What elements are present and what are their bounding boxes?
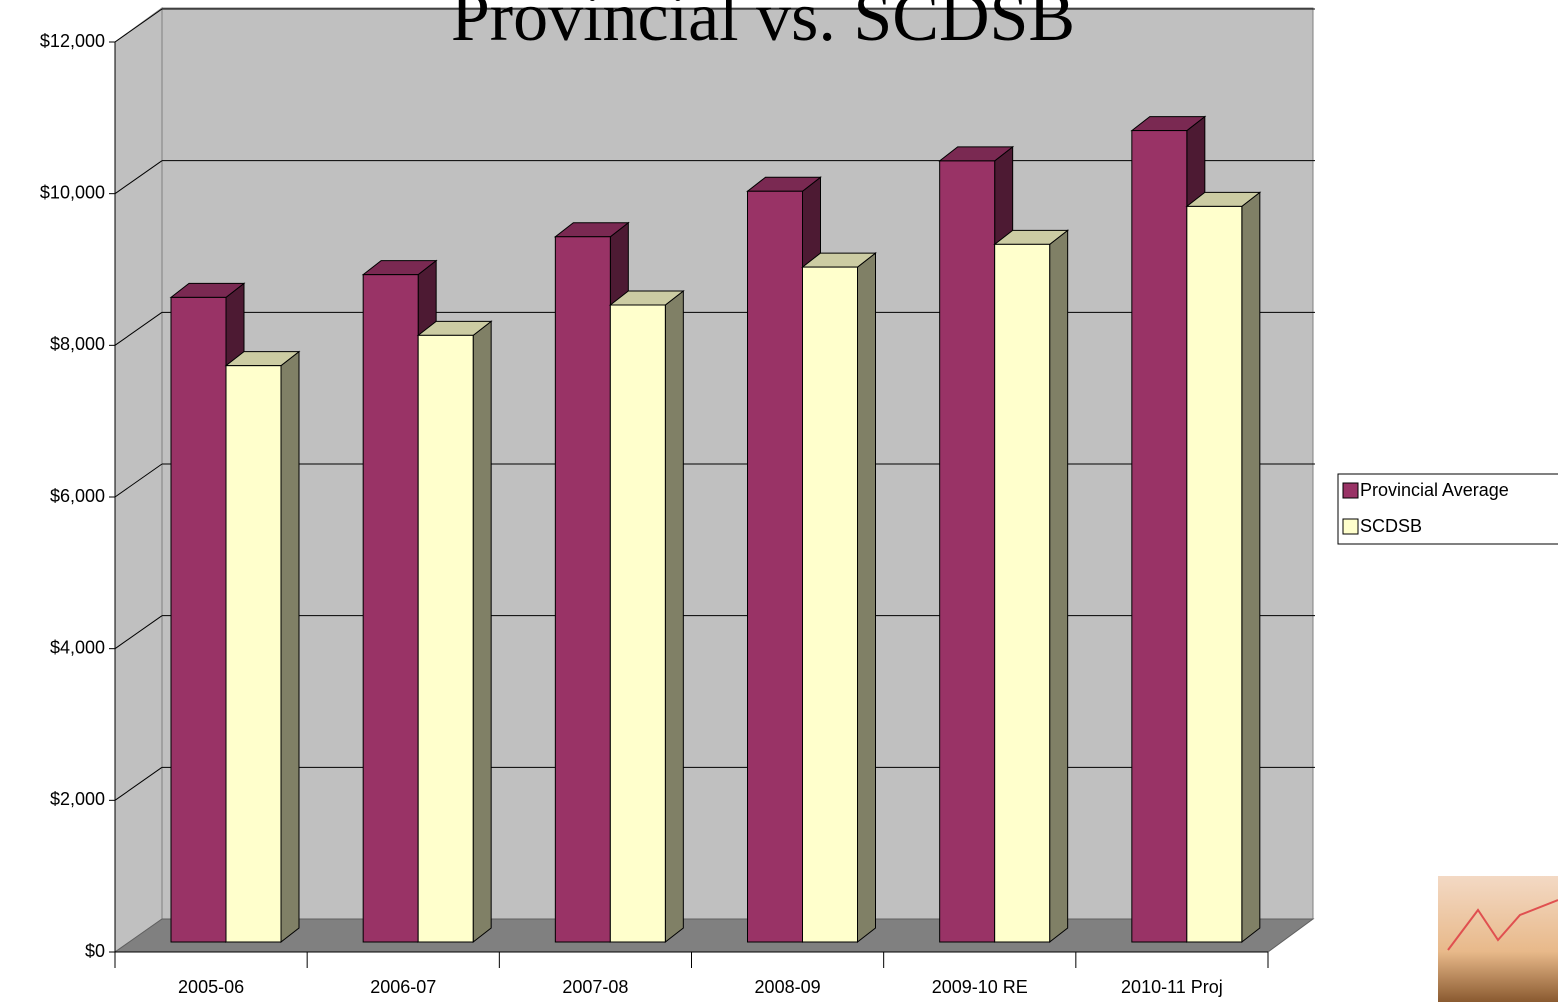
legend-swatch [1343,519,1358,534]
y-tick-label: $6,000 [50,486,105,506]
legend-label: Provincial Average [1360,480,1509,500]
bar-side [473,321,491,942]
bar-side [858,253,876,942]
bar-front [555,237,610,942]
x-tick-label: 2008-09 [755,977,821,997]
y-tick-label: $10,000 [40,182,105,202]
bar-side [281,352,299,942]
y-tick-label: $12,000 [40,31,105,51]
y-tick-label: $0 [85,941,105,961]
bar-front [995,244,1050,942]
bar [418,321,491,942]
bar-front [363,275,418,942]
y-tick-label: $4,000 [50,637,105,657]
bar-side [1242,192,1260,942]
bar [803,253,876,942]
chart-title: Provincial vs. SCDSB [451,0,1075,56]
x-tick-label: 2005-06 [178,977,244,997]
bar-front [226,366,281,942]
y-tick-label: $8,000 [50,334,105,354]
x-tick-label: 2006-07 [370,977,436,997]
y-tick-label: $2,000 [50,789,105,809]
bar-front [1132,131,1187,942]
bar-front [610,305,665,942]
bar-front [171,297,226,942]
bar [226,352,299,942]
legend-swatch [1343,483,1358,498]
x-tick-label: 2007-08 [562,977,628,997]
bar-front [748,191,803,942]
bar-side [665,291,683,942]
legend-label: SCDSB [1360,516,1422,536]
bar [995,230,1068,942]
bar-front [1187,206,1242,942]
x-tick-label: 2009-10 RE [932,977,1028,997]
bar-front [803,267,858,942]
bar-front [940,161,995,942]
x-tick-label: 2010-11 Proj [1121,977,1223,997]
bar-front [418,335,473,942]
bar [610,291,683,942]
bar [1187,192,1260,942]
chart: Provincial vs. SCDSB $0 $2,000 $4,000 $6,00… [0,0,1558,1002]
bar-side [1050,230,1068,942]
